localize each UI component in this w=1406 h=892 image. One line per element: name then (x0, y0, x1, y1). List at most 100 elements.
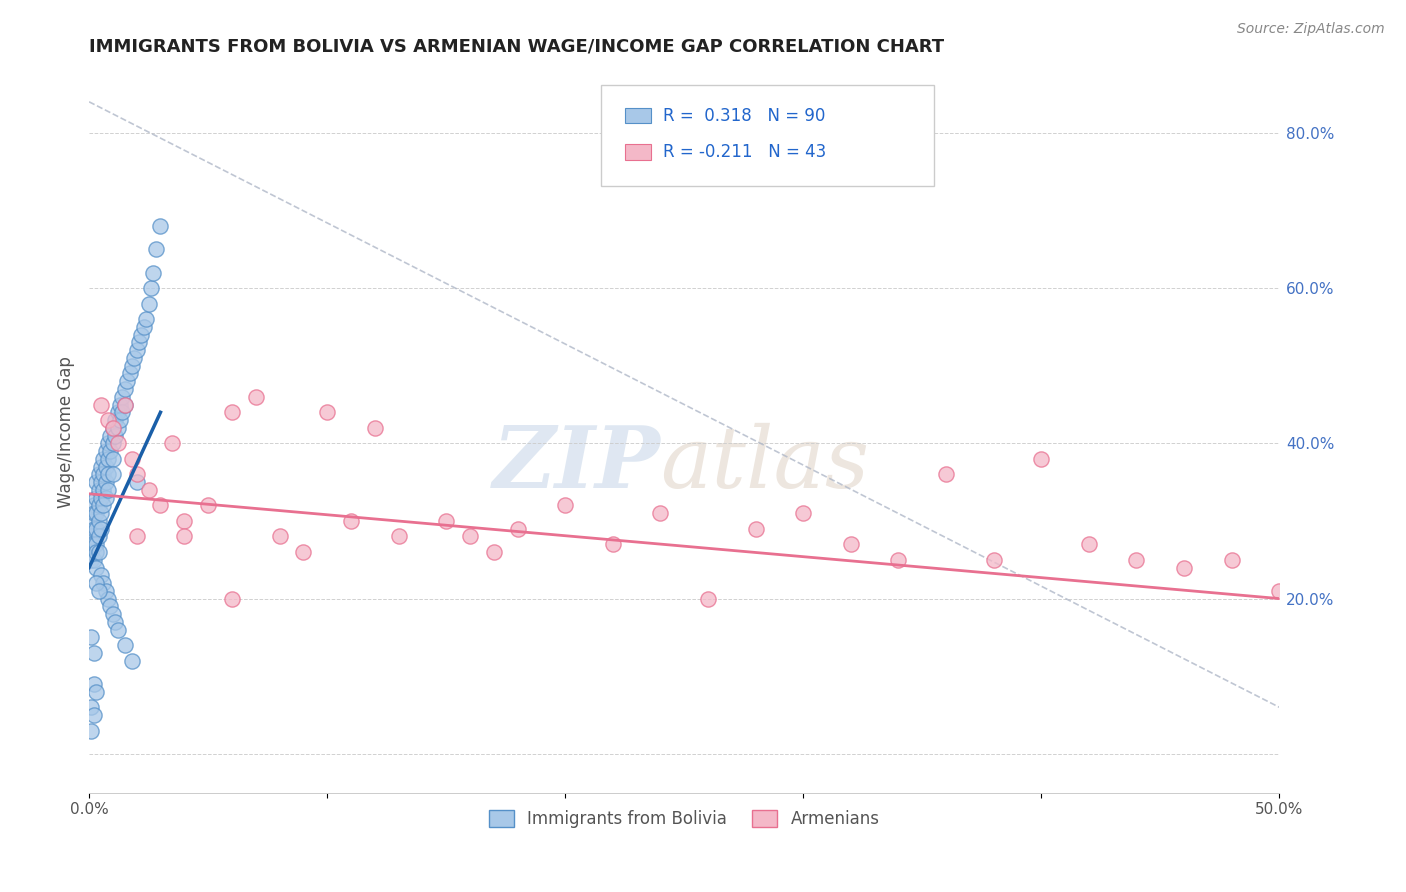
Point (887, 553, 910, 567)
Point (87, 499, 110, 513)
Point (221, 591, 243, 606)
Point (101, 421, 124, 435)
Point (101, 436, 124, 450)
Point (94, 444, 117, 458)
Point (145, 242, 167, 256)
Point (458, 529, 481, 543)
FancyBboxPatch shape (624, 145, 651, 161)
Point (114, 382, 136, 396)
Point (138, 296, 160, 310)
Text: R =  0.318   N = 90: R = 0.318 N = 90 (662, 106, 825, 125)
Point (90, 459, 112, 474)
Point (121, 654, 143, 668)
Point (83, 677, 105, 691)
Point (434, 514, 457, 528)
Point (602, 537, 624, 551)
Point (245, 390, 267, 404)
Point (697, 591, 720, 606)
Point (124, 351, 146, 365)
Point (142, 266, 165, 280)
Point (115, 374, 138, 388)
Point (84, 684, 107, 698)
Point (84, 545, 107, 559)
Point (118, 367, 141, 381)
Point (173, 514, 195, 528)
Point (87, 583, 110, 598)
Point (100, 428, 122, 442)
Point (90, 506, 112, 520)
Point (125, 529, 148, 543)
Point (107, 421, 129, 435)
Point (87, 483, 110, 497)
Point (839, 537, 862, 551)
Point (1268, 583, 1291, 598)
Point (83, 522, 105, 536)
Point (107, 623, 129, 637)
Point (93, 467, 115, 482)
FancyBboxPatch shape (600, 85, 934, 186)
Point (100, 599, 122, 614)
Point (107, 405, 129, 419)
Point (131, 327, 153, 342)
Point (173, 529, 195, 543)
Point (101, 421, 124, 435)
Point (108, 398, 131, 412)
Point (84, 576, 107, 591)
Point (80, 529, 103, 543)
Point (84, 560, 107, 574)
Point (111, 390, 134, 404)
Point (80, 553, 103, 567)
Point (1125, 553, 1147, 567)
Point (84, 537, 107, 551)
Point (149, 219, 172, 233)
Point (316, 405, 339, 419)
Point (125, 467, 148, 482)
Point (93, 576, 115, 591)
Point (84, 491, 107, 505)
Point (139, 281, 162, 295)
Point (97, 591, 120, 606)
Point (83, 646, 105, 660)
Point (97, 467, 120, 482)
Point (121, 359, 143, 373)
Point (93, 451, 115, 466)
Point (90, 398, 112, 412)
Point (104, 413, 127, 427)
Text: R = -0.211   N = 43: R = -0.211 N = 43 (662, 144, 825, 161)
Point (269, 529, 291, 543)
Point (87, 467, 110, 482)
Point (138, 483, 160, 497)
Point (87, 514, 110, 528)
Point (80, 514, 103, 528)
Point (97, 413, 120, 427)
Text: Source: ZipAtlas.com: Source: ZipAtlas.com (1237, 22, 1385, 37)
Point (650, 506, 672, 520)
Point (83, 499, 105, 513)
Text: IMMIGRANTS FROM BOLIVIA VS ARMENIAN WAGE/INCOME GAP CORRELATION CHART: IMMIGRANTS FROM BOLIVIA VS ARMENIAN WAGE… (89, 37, 945, 55)
Point (94, 583, 117, 598)
Point (94, 491, 117, 505)
Point (83, 537, 105, 551)
Point (125, 343, 148, 358)
Point (107, 436, 129, 450)
Point (108, 413, 131, 427)
Point (87, 545, 110, 559)
Point (482, 545, 505, 559)
Point (90, 522, 112, 536)
Point (83, 506, 105, 520)
Point (114, 638, 136, 652)
Point (83, 553, 105, 567)
Point (83, 708, 105, 723)
Point (101, 607, 124, 621)
Point (125, 475, 148, 490)
Point (983, 553, 1005, 567)
Point (94, 475, 117, 490)
Legend: Immigrants from Bolivia, Armenians: Immigrants from Bolivia, Armenians (482, 804, 886, 835)
Point (97, 451, 120, 466)
Point (84, 522, 107, 536)
Point (149, 499, 172, 513)
Point (100, 444, 122, 458)
Point (80, 545, 103, 559)
Point (121, 451, 143, 466)
Point (97, 436, 120, 450)
